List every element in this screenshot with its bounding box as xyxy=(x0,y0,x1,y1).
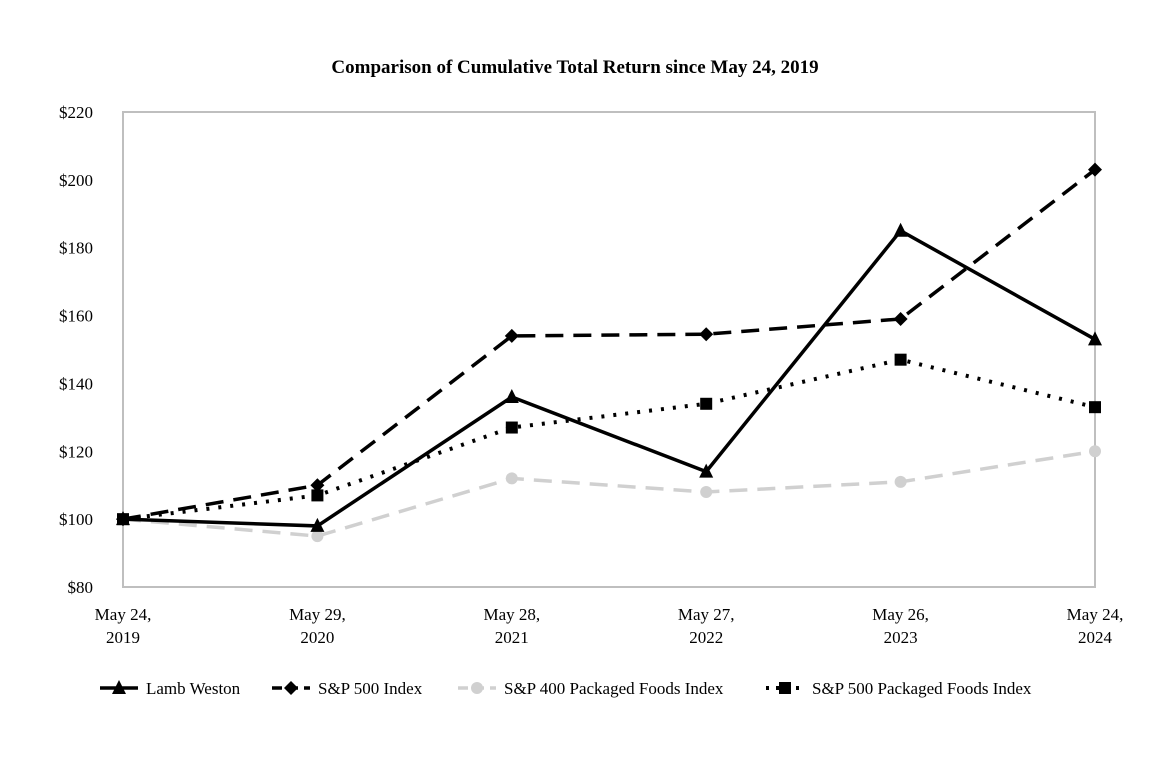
data-point xyxy=(699,463,714,478)
chart-title: Comparison of Cumulative Total Return si… xyxy=(331,57,818,78)
series-lamb-weston xyxy=(116,222,1102,532)
data-point xyxy=(893,222,908,237)
series-line xyxy=(122,357,1096,522)
data-point xyxy=(894,353,907,366)
data-point xyxy=(1088,331,1102,346)
legend-label: S&P 500 Index xyxy=(318,679,423,698)
data-point xyxy=(311,489,324,502)
series-sandp-500-packaged-foods-index xyxy=(117,353,1101,526)
series-line xyxy=(122,449,1096,538)
series-line xyxy=(122,168,1097,521)
data-point xyxy=(311,530,324,543)
legend-swatch-marker xyxy=(284,681,298,695)
y-tick-label: $80 xyxy=(68,578,94,597)
data-point xyxy=(699,327,714,342)
plot-area-frame xyxy=(122,111,1096,588)
x-tick-label: May 27, 2022 xyxy=(678,605,735,647)
legend-item: S&P 500 Index xyxy=(272,679,423,698)
data-point xyxy=(700,486,713,498)
data-point xyxy=(116,511,130,526)
data-point xyxy=(700,397,713,410)
y-tick-label: $120 xyxy=(59,442,93,461)
x-tick-label: May 26, 2023 xyxy=(872,605,929,647)
data-point xyxy=(1089,445,1101,458)
y-tick-label: $160 xyxy=(59,307,93,326)
legend-swatch-marker xyxy=(471,682,483,694)
data-point xyxy=(504,389,519,403)
x-tick-label: May 29, 2020 xyxy=(289,605,346,647)
series-layer xyxy=(116,162,1102,543)
series-sandp-500-index xyxy=(116,162,1102,527)
data-point xyxy=(1088,162,1102,177)
y-tick-label: $140 xyxy=(59,374,93,393)
data-point xyxy=(505,421,518,434)
legend-item: S&P 400 Packaged Foods Index xyxy=(458,679,724,698)
data-point xyxy=(894,475,907,488)
data-point xyxy=(504,328,519,343)
legend: Lamb Weston S&P 500 Index S&P 400 Packaged… xyxy=(100,679,1032,698)
y-tick-label: $100 xyxy=(59,510,93,529)
x-tick-label: May 24, 2019 xyxy=(95,605,152,647)
y-tick-label: $220 xyxy=(59,103,93,122)
legend-label: Lamb Weston xyxy=(146,679,241,698)
legend-item: S&P 500 Packaged Foods Index xyxy=(766,679,1032,698)
x-axis: May 24, 2019 May 29, 2020 May 28, 2021 May 27,… xyxy=(95,605,1124,647)
legend-item: Lamb Weston xyxy=(100,679,241,698)
y-axis: $80 $100 $120 $140 $160 $180 $200 $220 xyxy=(59,103,93,597)
legend-label: S&P 500 Packaged Foods Index xyxy=(812,679,1032,698)
y-tick-label: $200 xyxy=(59,171,93,190)
y-tick-label: $180 xyxy=(59,239,93,258)
x-tick-label: May 28, 2021 xyxy=(483,605,540,647)
legend-label: S&P 400 Packaged Foods Index xyxy=(504,679,724,698)
legend-swatch-marker xyxy=(112,680,126,694)
series-line xyxy=(122,228,1096,528)
data-point xyxy=(1089,401,1101,414)
data-point xyxy=(310,517,325,532)
data-point xyxy=(310,478,325,493)
legend-swatch-marker xyxy=(779,682,791,694)
x-tick-label: May 24, 2024 xyxy=(1067,605,1124,647)
data-point xyxy=(505,472,518,485)
data-point xyxy=(893,311,908,326)
